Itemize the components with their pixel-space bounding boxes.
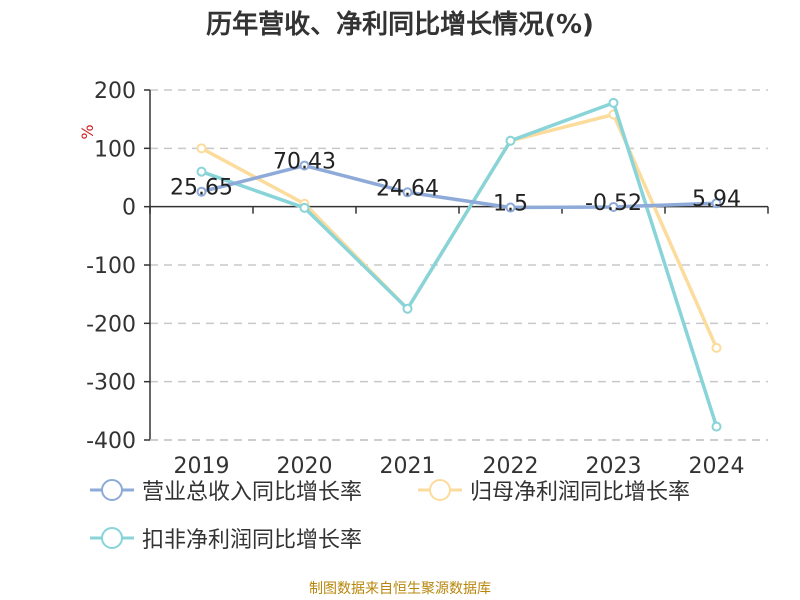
legend-item-deducted-net-profit[interactable]: 扣非净利润同比增长率: [90, 522, 362, 554]
y-axis-unit-label: %: [78, 124, 97, 139]
data-point: [711, 342, 722, 353]
chart-title: 历年营收、净利同比增长情况(%): [206, 10, 594, 40]
x-tick-label: 2023: [586, 454, 642, 479]
data-point: [711, 421, 722, 432]
data-label: 70.43: [273, 150, 336, 175]
y-tick-label: 100: [94, 137, 136, 162]
legend-item-revenue[interactable]: 营业总收入同比增长率: [90, 474, 362, 506]
y-tick-label: 0: [122, 196, 136, 221]
data-point: [196, 143, 207, 154]
data-point: [402, 187, 413, 198]
legend-label-revenue: 营业总收入同比增长率: [142, 480, 363, 505]
x-tick-label: 2021: [380, 454, 436, 479]
legend-marker-revenue: [90, 479, 134, 501]
data-point: [299, 202, 310, 213]
data-point: [196, 166, 207, 177]
data-source: 制图数据来自恒生聚源数据库: [309, 581, 491, 597]
data-point: [299, 160, 310, 171]
legend-marker-net-profit: [418, 479, 462, 501]
data-point: [608, 201, 619, 212]
data-label: 25.65: [170, 176, 233, 201]
data-point: [196, 186, 207, 197]
legend-marker-deducted-net-profit: [90, 527, 134, 549]
series-line: [200, 101, 719, 428]
data-point: [711, 198, 722, 209]
data-point: [402, 303, 413, 314]
x-tick-label: 2024: [689, 454, 745, 479]
x-tick-label: 2022: [483, 454, 539, 479]
data-point: [505, 135, 516, 146]
data-label: 24.64: [376, 176, 439, 201]
y-tick-label: -100: [86, 254, 136, 279]
y-tick-label: -300: [86, 371, 136, 396]
data-point: [608, 97, 619, 108]
data-point: [505, 202, 516, 213]
x-tick-label: 2020: [277, 454, 333, 479]
y-tick-label: -400: [86, 429, 136, 454]
x-tick-label: 2019: [174, 454, 230, 479]
data-label: 1.5: [493, 192, 528, 217]
y-tick-label: -200: [86, 312, 136, 337]
series-line: [201, 163, 717, 210]
legend-label-deducted-net-profit: 扣非净利润同比增长率: [142, 528, 363, 553]
data-label: 5.94: [692, 187, 741, 212]
data-label: -0.52: [585, 191, 642, 216]
legend-label-net-profit: 归母净利润同比增长率: [470, 480, 691, 505]
legend-item-net-profit[interactable]: 归母净利润同比增长率: [418, 474, 690, 506]
y-tick-label: 200: [94, 79, 136, 104]
